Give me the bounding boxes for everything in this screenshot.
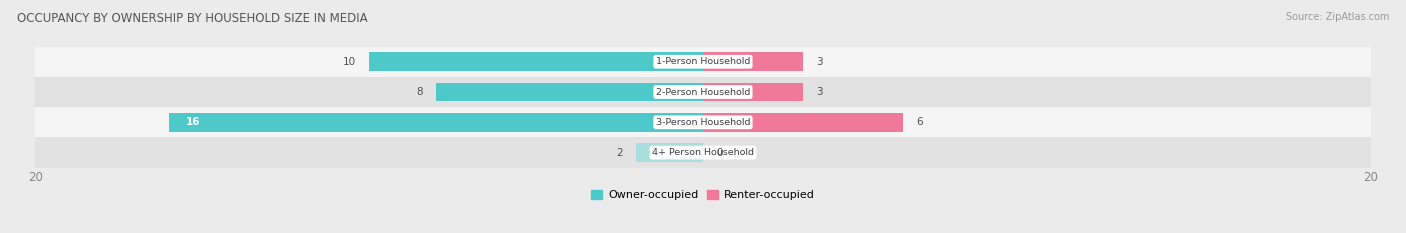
Text: Source: ZipAtlas.com: Source: ZipAtlas.com [1285, 12, 1389, 22]
Text: 3: 3 [817, 57, 823, 67]
Bar [35, 137, 1371, 168]
Text: 3-Person Household: 3-Person Household [655, 118, 751, 127]
Text: 3: 3 [817, 87, 823, 97]
Bar [703, 83, 803, 101]
Text: 10: 10 [343, 57, 356, 67]
Text: 2-Person Household: 2-Person Household [655, 88, 751, 96]
Text: 6: 6 [917, 117, 924, 127]
Text: 16: 16 [186, 117, 200, 127]
Bar [368, 52, 703, 71]
Bar [703, 52, 803, 71]
Bar [169, 113, 703, 132]
Bar [35, 47, 1371, 77]
Text: OCCUPANCY BY OWNERSHIP BY HOUSEHOLD SIZE IN MEDIA: OCCUPANCY BY OWNERSHIP BY HOUSEHOLD SIZE… [17, 12, 367, 25]
Bar [436, 83, 703, 101]
Bar [35, 107, 1371, 137]
Text: 8: 8 [416, 87, 422, 97]
Text: 2: 2 [616, 148, 623, 158]
Text: 1-Person Household: 1-Person Household [655, 57, 751, 66]
Bar [35, 77, 1371, 107]
Text: 0: 0 [716, 148, 723, 158]
Bar [703, 113, 903, 132]
Legend: Owner-occupied, Renter-occupied: Owner-occupied, Renter-occupied [586, 185, 820, 205]
Bar [636, 143, 703, 162]
Text: 4+ Person Household: 4+ Person Household [652, 148, 754, 157]
